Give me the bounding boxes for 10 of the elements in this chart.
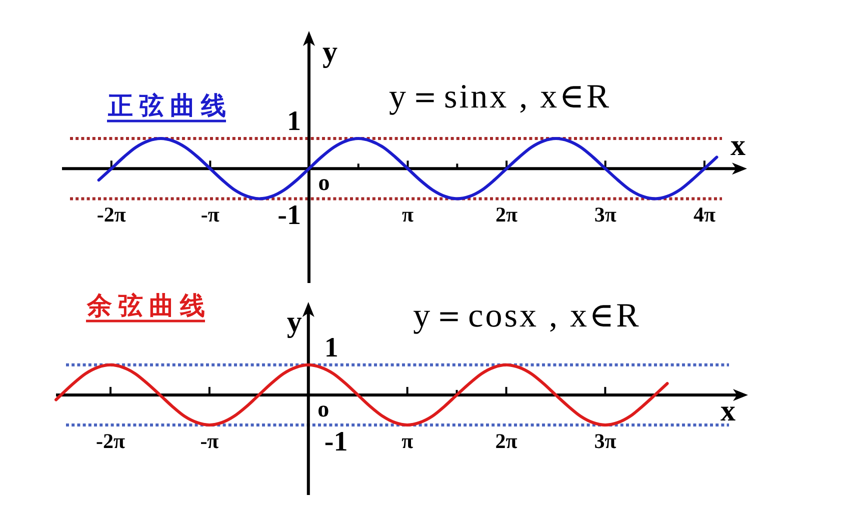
title: 正弦曲线	[108, 92, 232, 120]
annotation: o	[318, 396, 330, 422]
xlabel: x	[720, 394, 736, 428]
ylabel: y	[322, 36, 338, 68]
subtitle: y＝sinx , x∈R	[388, 78, 612, 116]
xlabel: x	[730, 129, 746, 162]
title: 余弦曲线	[87, 292, 211, 320]
annotation: o	[318, 170, 330, 196]
ylabel: y	[286, 306, 302, 338]
subtitle: y＝cosx , x∈R	[413, 298, 641, 334]
